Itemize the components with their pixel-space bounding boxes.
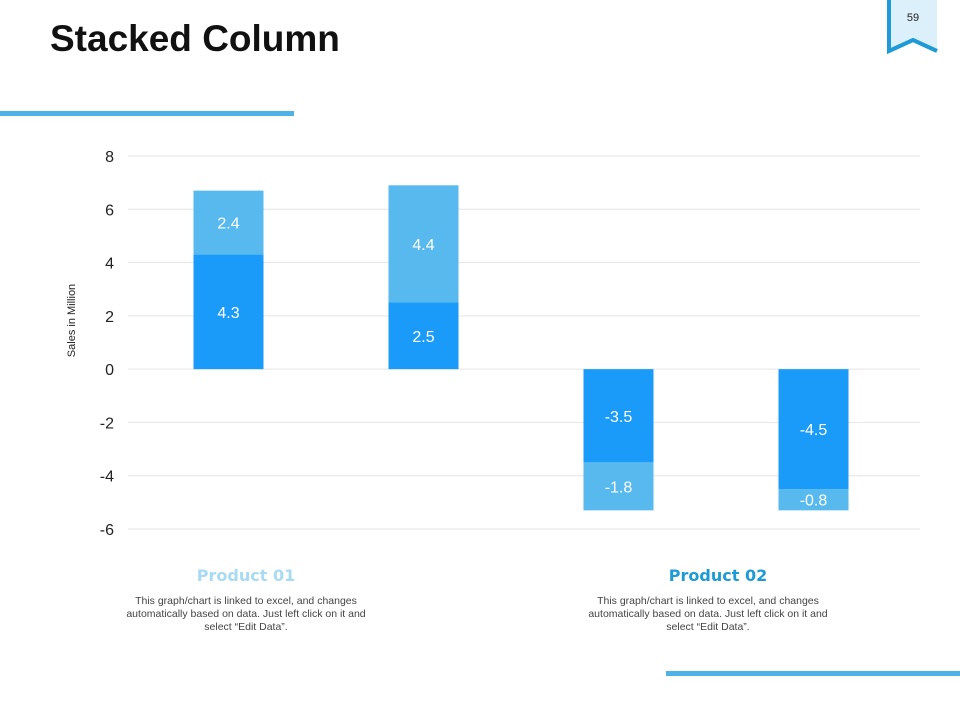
- bar-segment: [388, 185, 459, 303]
- page-number-ribbon: 59: [887, 0, 939, 56]
- product-01-title: Product 01: [196, 566, 296, 585]
- y-axis-label: Sales in Million: [66, 284, 78, 357]
- data-label: -0.8: [800, 493, 828, 510]
- bookmark-icon: [887, 0, 938, 55]
- y-tick-label: -4: [100, 469, 114, 486]
- bar-segment: [388, 302, 459, 370]
- page-number: 59: [906, 12, 920, 24]
- data-label: -1.8: [605, 479, 633, 496]
- y-tick-label: 4: [105, 256, 114, 273]
- data-label: 2.5: [412, 329, 434, 346]
- bar-segment: [778, 489, 849, 511]
- title-accent-bar: [0, 111, 294, 116]
- bar-segment: [778, 369, 849, 490]
- data-label: 2.4: [217, 216, 239, 233]
- data-label: 4.3: [217, 305, 239, 322]
- slide-title: Stacked Column: [50, 18, 340, 59]
- y-tick-label: 0: [105, 362, 114, 379]
- y-tick-label: -6: [100, 522, 114, 539]
- y-tick-label: 8: [105, 149, 114, 166]
- stacked-column-chart: 8 6 4 2 0 -2 -4 -6 Sales in Million 4.3 2.4 2.5 4.4…: [66, 149, 920, 539]
- product-01-description: This graph/chart is linked to excel, and…: [126, 595, 366, 633]
- y-tick-label: 2: [105, 309, 114, 326]
- data-label: -3.5: [605, 409, 633, 426]
- bar-segment: [193, 190, 264, 255]
- bar-segment: [583, 369, 654, 463]
- y-tick-label: 6: [105, 202, 114, 219]
- product-02-title: Product 02: [668, 566, 768, 585]
- product-02-description: This graph/chart is linked to excel, and…: [588, 595, 828, 633]
- bar-segment: [583, 462, 654, 511]
- data-label: -4.5: [800, 422, 828, 439]
- y-tick-label: -2: [100, 415, 114, 432]
- bottom-accent-bar: [666, 671, 960, 676]
- data-label: 4.4: [412, 237, 434, 254]
- bar-segment: [193, 254, 264, 370]
